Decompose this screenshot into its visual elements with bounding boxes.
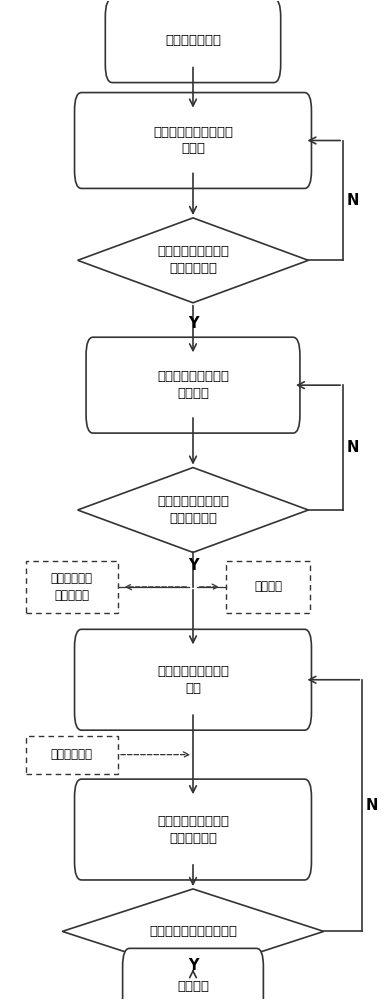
Text: N: N	[366, 798, 378, 813]
Text: 分析置换后氙气纯度
是否满足要求: 分析置换后氙气纯度 是否满足要求	[157, 495, 229, 525]
Text: 分析置换后氦气纯度
是否满足要求: 分析置换后氦气纯度 是否满足要求	[157, 245, 229, 275]
Polygon shape	[78, 218, 308, 303]
Bar	[26, 736, 118, 774]
Text: 热增压容器降温吸入
氙气: 热增压容器降温吸入 氙气	[157, 665, 229, 695]
Text: 试验系统抽真空: 试验系统抽真空	[165, 34, 221, 47]
Bar	[226, 561, 310, 613]
FancyBboxPatch shape	[86, 337, 300, 433]
FancyBboxPatch shape	[74, 779, 312, 880]
Text: Y: Y	[188, 558, 198, 573]
Text: Y: Y	[188, 958, 198, 973]
Polygon shape	[62, 889, 324, 974]
Text: 供给液氙: 供给液氙	[254, 580, 282, 593]
Text: N: N	[346, 193, 359, 208]
FancyBboxPatch shape	[74, 93, 312, 188]
Text: 采用氦气对试验系统进
行置换: 采用氦气对试验系统进 行置换	[153, 125, 233, 155]
Bar	[26, 561, 118, 613]
Text: Y: Y	[188, 316, 198, 331]
Text: 氙气回收: 氙气回收	[177, 980, 209, 993]
FancyBboxPatch shape	[105, 0, 281, 83]
Text: 采用氙气对试验系统
进行置换: 采用氙气对试验系统 进行置换	[157, 370, 229, 400]
Text: 电加热器工作: 电加热器工作	[51, 748, 93, 761]
Polygon shape	[78, 468, 308, 552]
Text: 热增压容器升温开始
氙气加注过程: 热增压容器升温开始 氙气加注过程	[157, 815, 229, 845]
Text: 氙气加注量是否满足要求: 氙气加注量是否满足要求	[149, 925, 237, 938]
FancyBboxPatch shape	[123, 948, 263, 1000]
Text: N: N	[346, 440, 359, 455]
Text: 对置换后的氙
气进行回收: 对置换后的氙 气进行回收	[51, 572, 93, 602]
FancyBboxPatch shape	[74, 629, 312, 730]
